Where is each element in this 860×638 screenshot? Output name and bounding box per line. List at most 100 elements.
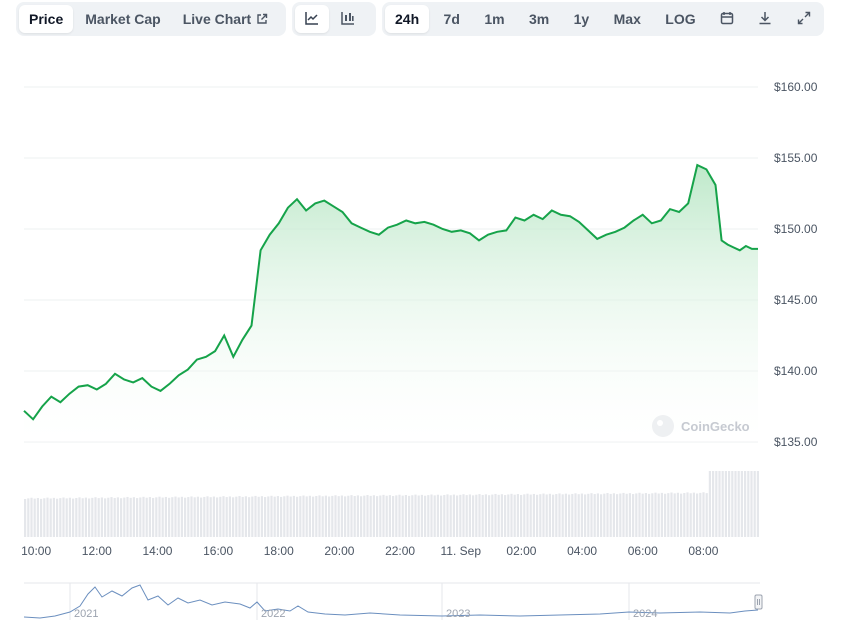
volume-bar [379,495,382,537]
watermark-text: CoinGecko [681,419,750,434]
chart-type-group [292,2,376,36]
calendar-button[interactable] [710,5,744,33]
range-tab-1m[interactable]: 1m [484,11,505,27]
volume-bar [590,493,593,537]
volume-bar [62,497,65,537]
volume-bar [372,495,375,537]
volume-bar [270,495,273,537]
x-axis-labels: 10:00 12:00 14:00 16:00 18:00 20:00 22:00 11. S… [21,544,719,558]
volume-bar [606,493,609,537]
volume-bar [462,494,465,537]
volume-bar [331,495,334,537]
volume-bars [24,471,759,537]
y-tick-label: $145.00 [774,293,818,307]
range-tab-3m[interactable]: 3m [528,11,550,27]
volume-bar [712,471,715,537]
volume-bar [385,495,388,537]
volume-bar [676,492,679,537]
volume-bar [123,497,126,537]
volume-bar [510,493,513,537]
volume-bar [155,497,158,537]
download-icon [758,11,772,28]
volume-bar [395,495,398,537]
range-tab-7d[interactable]: 7d [443,11,460,27]
expand-button[interactable] [787,5,821,33]
volume-bar [696,493,699,537]
volume-bar [440,495,443,537]
navigator-line [23,584,759,619]
volume-bar [353,496,356,537]
volume-bar [539,494,542,537]
volume-bar [420,494,423,537]
volume-bar [558,493,561,537]
volume-bar [500,494,503,537]
range-tab-max[interactable]: Max [613,11,641,27]
navigator-handle[interactable] [754,594,763,610]
range-tab-group: 24h 7d 1m 3m 1y Max LOG [382,2,824,36]
line-chart-button[interactable] [295,5,329,33]
volume-bar [734,471,737,537]
volume-bar [680,493,683,537]
volume-bar [673,493,676,537]
navigator[interactable]: 2021 2022 2023 2024 [23,582,763,620]
volume-bar [254,495,257,537]
volume-bar [708,471,711,537]
volume-bar [91,497,94,537]
volume-bar [65,498,68,537]
expand-icon [797,11,811,28]
volume-bar [56,498,59,537]
tab-market-cap[interactable]: Market Cap [85,11,161,27]
volume-bar [577,494,580,537]
volume-bar [299,496,302,537]
volume-bar [632,494,635,537]
volume-bar [475,494,478,537]
volume-bar [334,495,337,537]
y-tick-label: $155.00 [774,151,818,165]
volume-bar [392,495,395,537]
tab-live-chart[interactable]: Live Chart [173,5,278,33]
volume-bar [644,493,647,537]
log-scale-toggle[interactable]: LOG [665,11,696,27]
volume-bar [670,492,673,537]
volume-bar [443,494,446,537]
chart-toolbar: Price Market Cap Live Chart 24h 7d 1m 3m… [16,2,824,36]
volume-bar [520,494,523,537]
volume-bar [94,497,97,537]
range-tab-1y[interactable]: 1y [573,11,590,27]
volume-bar [360,496,363,537]
volume-bar [251,496,254,537]
range-tab-24h[interactable]: 24h [385,5,430,33]
volume-bar [699,492,702,537]
volume-bar [436,494,439,537]
x-tick-label: 04:00 [567,544,597,558]
volume-bar [318,495,321,537]
x-tick-label: 22:00 [385,544,415,558]
navigator-year-label: 2023 [446,608,470,620]
volume-bar [702,492,705,537]
x-tick-label: 14:00 [142,544,172,558]
volume-bar [24,499,27,537]
volume-bar [465,495,468,537]
volume-bar [430,494,433,537]
volume-bar [120,498,123,537]
volume-bar [145,497,148,537]
volume-bar [404,494,407,537]
volume-bar [225,497,228,537]
volume-bar [97,498,100,537]
volume-bar [110,497,113,537]
volume-bar [516,494,519,537]
volume-bar [468,494,471,537]
volume-bar [116,497,119,537]
volume-bar [427,495,430,537]
volume-bar [174,496,177,537]
volume-bar [196,496,199,537]
volume-bar [552,494,555,537]
volume-bar [126,496,129,537]
price-chart[interactable]: $160.00 $155.00 $150.00 $145.00 $140.00 $135.… [0,40,860,638]
download-button[interactable] [748,5,782,33]
candlestick-chart-button[interactable] [331,5,365,33]
tab-price[interactable]: Price [19,5,74,33]
volume-bar [46,497,49,537]
volume-bar [49,498,52,537]
volume-bar [523,494,526,537]
